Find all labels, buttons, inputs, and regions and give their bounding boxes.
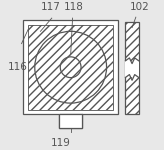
- Bar: [125, 22, 139, 114]
- Bar: [28, 25, 113, 110]
- Bar: [125, 61, 139, 77]
- Text: 117: 117: [41, 2, 60, 12]
- Bar: [59, 113, 82, 116]
- Text: 118: 118: [64, 2, 84, 12]
- Text: 119: 119: [51, 138, 71, 148]
- Bar: [59, 114, 82, 128]
- Bar: [28, 25, 113, 110]
- Circle shape: [60, 57, 81, 78]
- Circle shape: [35, 31, 107, 103]
- Bar: [59, 114, 82, 128]
- Text: 102: 102: [130, 2, 150, 12]
- Text: 116: 116: [7, 62, 27, 72]
- Bar: [23, 20, 118, 114]
